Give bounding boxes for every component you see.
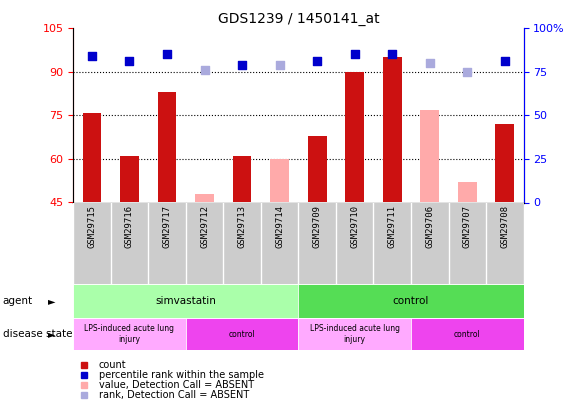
Text: agent: agent <box>3 296 33 306</box>
Point <box>125 58 134 65</box>
Point <box>87 53 96 60</box>
Text: control: control <box>393 296 429 306</box>
Point <box>350 51 359 58</box>
Point <box>275 62 284 68</box>
Point <box>425 60 434 66</box>
Text: ►: ► <box>48 296 55 306</box>
Point <box>501 58 510 65</box>
Bar <box>158 92 176 202</box>
Bar <box>421 110 439 202</box>
Text: GSM29712: GSM29712 <box>200 205 209 248</box>
Text: control: control <box>454 330 481 339</box>
Bar <box>120 156 139 202</box>
Bar <box>233 156 252 202</box>
Text: count: count <box>99 360 126 369</box>
Point <box>163 51 172 58</box>
Bar <box>308 136 327 202</box>
Text: GSM29717: GSM29717 <box>163 205 172 248</box>
Point <box>388 51 397 58</box>
Bar <box>83 113 101 202</box>
Title: GDS1239 / 1450141_at: GDS1239 / 1450141_at <box>217 12 379 26</box>
Bar <box>298 318 411 350</box>
Point <box>200 67 209 73</box>
Point <box>238 62 247 68</box>
Text: value, Detection Call = ABSENT: value, Detection Call = ABSENT <box>99 380 254 390</box>
Text: GSM29706: GSM29706 <box>425 205 434 248</box>
Text: rank, Detection Call = ABSENT: rank, Detection Call = ABSENT <box>99 390 249 400</box>
Text: control: control <box>229 330 256 339</box>
Bar <box>345 72 364 202</box>
Text: GSM29709: GSM29709 <box>312 205 321 248</box>
Text: LPS-induced acute lung
injury: LPS-induced acute lung injury <box>84 324 175 344</box>
Text: percentile rank within the sample: percentile rank within the sample <box>99 370 263 379</box>
Text: GSM29708: GSM29708 <box>501 205 510 248</box>
Bar <box>73 318 186 350</box>
Point <box>312 58 321 65</box>
Text: GSM29714: GSM29714 <box>275 205 284 248</box>
Text: GSM29713: GSM29713 <box>238 205 247 248</box>
Text: GSM29707: GSM29707 <box>463 205 472 248</box>
Point <box>463 68 472 75</box>
Text: LPS-induced acute lung
injury: LPS-induced acute lung injury <box>310 324 400 344</box>
Text: GSM29710: GSM29710 <box>350 205 359 248</box>
Text: disease state: disease state <box>3 329 72 339</box>
Bar <box>298 284 524 318</box>
Bar <box>186 318 298 350</box>
Bar <box>270 159 289 202</box>
Bar <box>383 58 401 202</box>
Text: ►: ► <box>48 329 55 339</box>
Bar <box>495 124 514 202</box>
Text: GSM29716: GSM29716 <box>125 205 134 248</box>
Text: GSM29711: GSM29711 <box>388 205 397 248</box>
Bar <box>458 182 477 202</box>
Text: GSM29715: GSM29715 <box>87 205 96 248</box>
Text: simvastatin: simvastatin <box>155 296 216 306</box>
Bar <box>411 318 524 350</box>
Bar <box>195 194 214 202</box>
Bar <box>73 284 298 318</box>
